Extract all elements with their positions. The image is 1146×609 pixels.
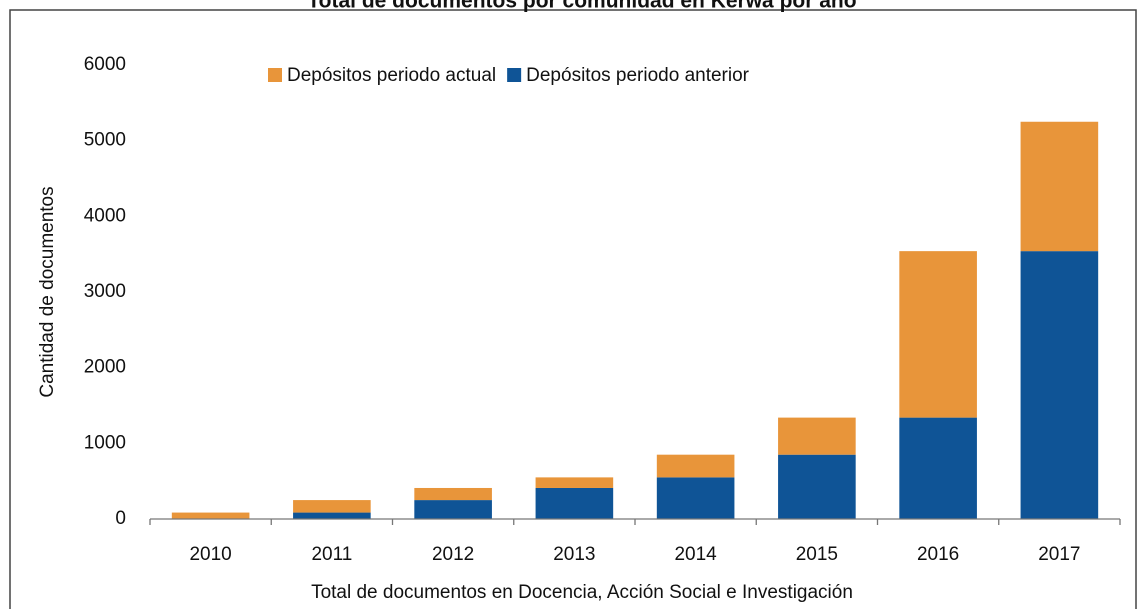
bar-segment: [414, 500, 492, 519]
chart-frame: [9, 9, 1137, 609]
bar-segment: [778, 454, 856, 519]
y-tick-label: 4000: [84, 205, 126, 226]
y-axis-label: Cantidad de documentos: [37, 186, 58, 397]
y-tick-label: 2000: [84, 357, 126, 378]
bar-segment: [535, 487, 614, 519]
legend-swatch: [507, 68, 522, 82]
y-tick-label: 6000: [84, 54, 126, 75]
chart-title: Total de documentos por comunidad en Ker…: [307, 0, 856, 13]
bar-segment: [656, 477, 735, 519]
y-tick-label: 3000: [84, 281, 126, 302]
x-tick-label: 2010: [189, 544, 231, 565]
x-tick-label: 2015: [796, 544, 838, 565]
bar-segment: [293, 512, 371, 519]
x-tick-label: 2011: [311, 544, 352, 565]
bar-segment: [1020, 251, 1099, 519]
y-tick-label: 1000: [84, 432, 126, 453]
x-axis-label: Total de documentos en Docencia, Acción …: [311, 582, 853, 603]
y-tick-label: 0: [115, 508, 126, 529]
y-tick-label: 5000: [84, 130, 126, 151]
bar-segment: [899, 251, 977, 418]
legend-label: Depósitos periodo anterior: [526, 65, 750, 86]
legend-label: Depósitos periodo actual: [287, 65, 496, 86]
bar-segment: [414, 487, 492, 501]
legend-swatch: [268, 68, 282, 82]
x-tick-label: 2014: [674, 544, 717, 565]
x-tick-label: 2017: [1038, 544, 1080, 565]
x-tick-label: 2012: [432, 544, 474, 565]
bar-segment: [656, 454, 735, 478]
bar-segment: [899, 417, 977, 519]
bar-segment: [778, 417, 856, 455]
bar-segment: [535, 477, 614, 488]
bar-segment: [1020, 121, 1099, 252]
bar-segment: [171, 512, 250, 519]
bar-segment: [293, 500, 371, 513]
x-tick-label: 2016: [917, 544, 959, 565]
x-tick-label: 2013: [553, 544, 595, 565]
